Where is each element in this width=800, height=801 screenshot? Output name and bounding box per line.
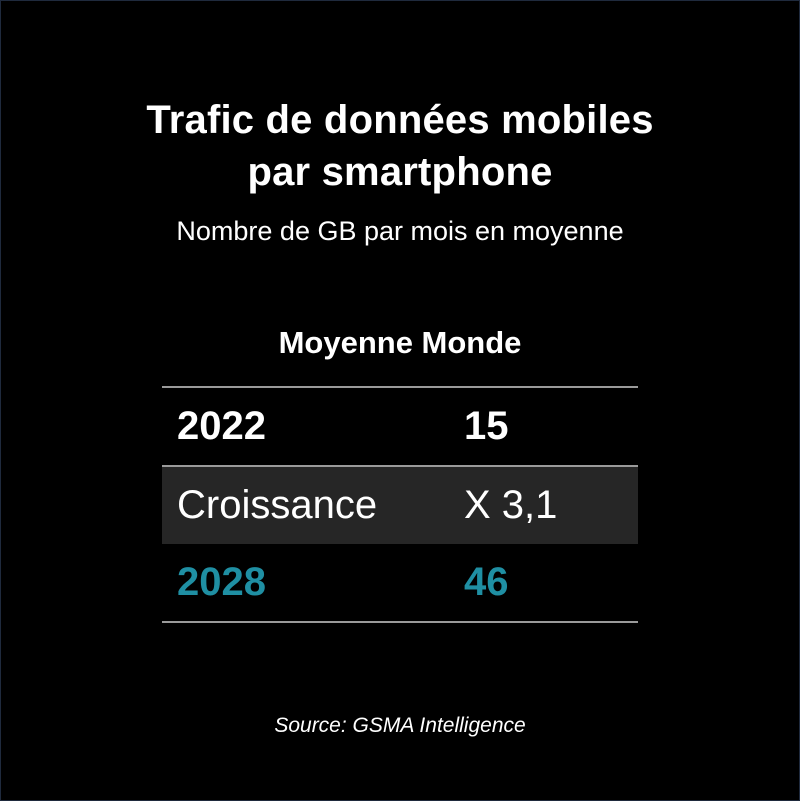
slide-subtitle: Nombre de GB par mois en moyenne [176,216,624,246]
row-value: X 3,1 [464,483,558,527]
data-table: 2022 15 Croissance X 3,1 2028 46 [162,386,638,623]
row-label: 2028 [177,560,266,604]
source-note: Source: GSMA Intelligence [274,714,526,737]
title-line-1: Trafic de données mobiles [146,98,654,142]
table-row-2022: 2022 15 [162,388,638,465]
row-label: Croissance [177,483,378,527]
section-header: Moyenne Monde [278,325,522,360]
table-top-rule [162,386,638,388]
row-label: 2022 [177,404,266,448]
table-rule [162,465,638,467]
table-row-2028: 2028 46 [162,544,638,621]
table-row-croissance: Croissance X 3,1 [162,467,638,544]
title-line-2: par smartphone [247,150,553,194]
slide-title: Trafic de données mobiles par smartphone [0,94,800,198]
row-value: 15 [464,404,509,448]
row-value: 46 [464,560,509,604]
table-bottom-rule [162,621,638,623]
